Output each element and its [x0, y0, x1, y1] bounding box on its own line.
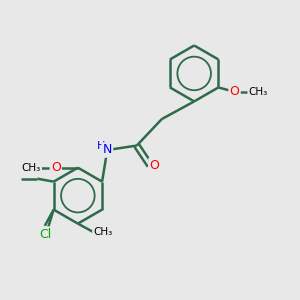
Text: CH₃: CH₃: [22, 163, 41, 173]
Text: O: O: [149, 159, 159, 172]
Text: CH₃: CH₃: [93, 227, 112, 237]
Text: O: O: [51, 161, 61, 174]
Text: Cl: Cl: [39, 228, 52, 241]
Text: N: N: [103, 143, 112, 157]
Text: O: O: [230, 85, 239, 98]
Text: CH₃: CH₃: [248, 87, 268, 97]
Text: H: H: [97, 142, 105, 152]
